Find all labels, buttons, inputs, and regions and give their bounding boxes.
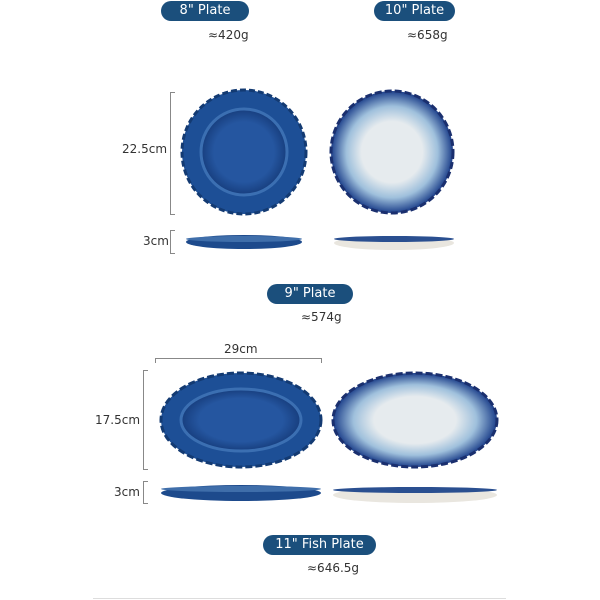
width-label: 17.5cm [95,413,141,427]
plate-weight-10in: ≈658g [407,28,448,42]
divider [93,598,506,599]
fish-plate-light-side [333,487,497,503]
length-bracket [155,358,322,363]
fish-plate-dark-top [159,371,323,469]
height-bracket-round [170,230,175,254]
plate-label-10in: 10" Plate [374,1,455,21]
plate-weight-11in-fish: ≈646.5g [307,561,360,575]
length-label: 29cm [224,342,258,356]
height-label-round: 3cm [143,234,169,248]
plate-10in-side [334,236,454,250]
diameter-bracket [170,92,175,215]
width-bracket [143,370,148,470]
plate-8in-side [186,235,302,249]
plate-8in-top [180,88,308,216]
plate-weight-8in: ≈420g [208,28,249,42]
plate-10in-top [329,89,455,215]
height-label-fish: 3cm [114,485,140,499]
plate-label-9in: 9" Plate [267,284,353,304]
plate-weight-9in: ≈574g [301,310,342,324]
height-bracket-fish [143,481,148,504]
fish-plate-dark-side [161,485,321,501]
plate-label-8in: 8" Plate [161,1,249,21]
diameter-label: 22.5cm [122,142,168,156]
plate-label-11in-fish: 11" Fish Plate [263,535,376,555]
fish-plate-light-top [331,371,499,469]
